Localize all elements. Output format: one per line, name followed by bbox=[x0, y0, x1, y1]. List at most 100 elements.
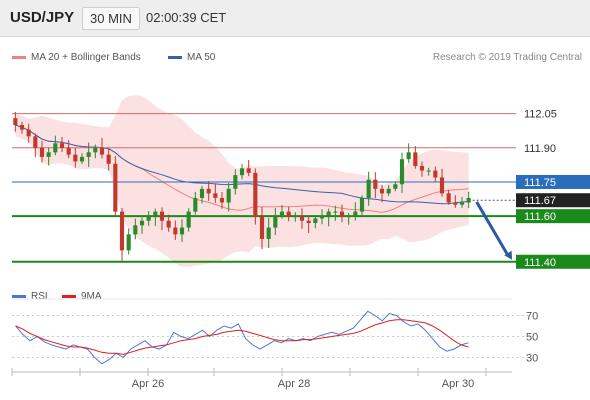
candle-body bbox=[86, 152, 91, 157]
candle-body bbox=[286, 211, 291, 217]
candle-body bbox=[306, 220, 311, 224]
level-label-3: 111.67 bbox=[524, 195, 556, 207]
candle-body bbox=[13, 118, 18, 125]
candle-body bbox=[53, 143, 58, 153]
candle-body bbox=[66, 147, 71, 155]
candle-body bbox=[393, 184, 398, 189]
legend-ma50: MA 50 bbox=[168, 52, 215, 63]
level-tag-4 bbox=[516, 209, 590, 224]
candle-body bbox=[179, 227, 185, 235]
candle-body bbox=[446, 193, 451, 203]
candle-body bbox=[33, 136, 38, 148]
rsi-tick-50: 50 bbox=[526, 332, 538, 344]
date-label-0: Apr 26 bbox=[132, 378, 164, 390]
legend-bollinger: MA 20 + Bollinger Bands bbox=[12, 52, 141, 63]
candle-body bbox=[313, 218, 318, 224]
candle-body bbox=[199, 188, 205, 198]
candle-body bbox=[466, 197, 471, 203]
candle-body bbox=[353, 211, 358, 217]
candle-body bbox=[126, 234, 131, 251]
candle-body bbox=[319, 216, 325, 219]
candle-body bbox=[253, 172, 258, 217]
symbol-label: USD/JPY bbox=[10, 9, 75, 26]
candle-body bbox=[93, 147, 98, 153]
credit-label: Research © 2019 Trading Central bbox=[432, 52, 582, 63]
legend-rsi: RSI bbox=[12, 291, 48, 302]
candle-body bbox=[166, 220, 171, 228]
candle-body bbox=[266, 227, 271, 239]
candle-body bbox=[239, 168, 245, 176]
candle-body bbox=[433, 170, 438, 178]
rsi-ma9-line bbox=[15, 319, 469, 355]
timeframe-button[interactable]: 30 MIN bbox=[82, 7, 140, 30]
legend-9ma: 9MA bbox=[62, 291, 102, 302]
candle-body bbox=[99, 147, 105, 155]
level-label-5: 111.40 bbox=[524, 257, 556, 269]
candle-body bbox=[346, 216, 351, 218]
candle-body bbox=[159, 211, 165, 221]
candle-body bbox=[259, 216, 265, 239]
candle-body bbox=[46, 152, 51, 157]
level-label-2: 111.75 bbox=[524, 177, 556, 189]
legend-rsi-label: RSI bbox=[31, 291, 48, 302]
bollinger-band-area bbox=[15, 95, 469, 268]
rsi-line bbox=[15, 310, 469, 365]
candle-body bbox=[206, 188, 211, 194]
candle-body bbox=[139, 220, 145, 226]
level-tag-2 bbox=[516, 174, 590, 189]
level-label-1: 111.90 bbox=[524, 143, 556, 155]
level-tag-3 bbox=[516, 193, 590, 208]
legend-9ma-swatch bbox=[62, 294, 76, 298]
candle-body bbox=[26, 129, 31, 137]
candle-body bbox=[233, 175, 238, 189]
candle-body bbox=[213, 193, 218, 198]
candle-body bbox=[219, 197, 225, 203]
level-label-4: 111.60 bbox=[524, 211, 556, 223]
date-label-1: Apr 28 bbox=[278, 378, 310, 390]
candle-body bbox=[59, 143, 65, 148]
candle-body bbox=[299, 216, 305, 221]
candle-body bbox=[226, 188, 231, 203]
candle-body bbox=[39, 147, 45, 157]
legend-ma50-label: MA 50 bbox=[187, 52, 216, 63]
candle-body bbox=[293, 216, 298, 218]
legend-bollinger-label: MA 20 + Bollinger Bands bbox=[31, 52, 141, 63]
candle-body bbox=[79, 156, 85, 162]
candle-body bbox=[373, 179, 378, 189]
candle-body bbox=[106, 154, 111, 164]
candle-body bbox=[193, 197, 198, 212]
candle-body bbox=[386, 188, 391, 194]
candle-body bbox=[366, 179, 371, 198]
rsi-tick-30: 30 bbox=[526, 353, 538, 365]
candle-body bbox=[339, 211, 345, 217]
candle-body bbox=[19, 124, 25, 130]
candle-body bbox=[146, 216, 151, 221]
candle-body bbox=[426, 170, 431, 172]
candle-body bbox=[279, 211, 285, 217]
candle-body bbox=[419, 166, 425, 171]
candle-body bbox=[173, 227, 178, 235]
candle-body bbox=[246, 168, 251, 173]
candle-body bbox=[333, 211, 338, 213]
level-tag-5 bbox=[516, 254, 590, 269]
candle-body bbox=[153, 211, 158, 217]
candle-body bbox=[133, 225, 138, 235]
candle-body bbox=[113, 163, 118, 212]
legend-9ma-label: 9MA bbox=[81, 291, 102, 302]
candle-body bbox=[459, 202, 465, 205]
candle-body bbox=[186, 211, 191, 228]
candle-body bbox=[399, 159, 405, 185]
candle-body bbox=[453, 202, 458, 205]
legend-bollinger-swatch bbox=[12, 55, 26, 59]
rsi-tick-70: 70 bbox=[526, 311, 538, 323]
candle-body bbox=[119, 211, 125, 251]
candle-body bbox=[439, 177, 445, 194]
candle-body bbox=[406, 152, 411, 160]
projection-arrow-shaft bbox=[475, 201, 509, 255]
chart-header: USD/JPY 30 MIN 02:00:39 CET bbox=[0, 0, 590, 37]
candle-body bbox=[73, 154, 78, 162]
candle-body bbox=[379, 188, 385, 194]
candle-body bbox=[413, 152, 418, 167]
